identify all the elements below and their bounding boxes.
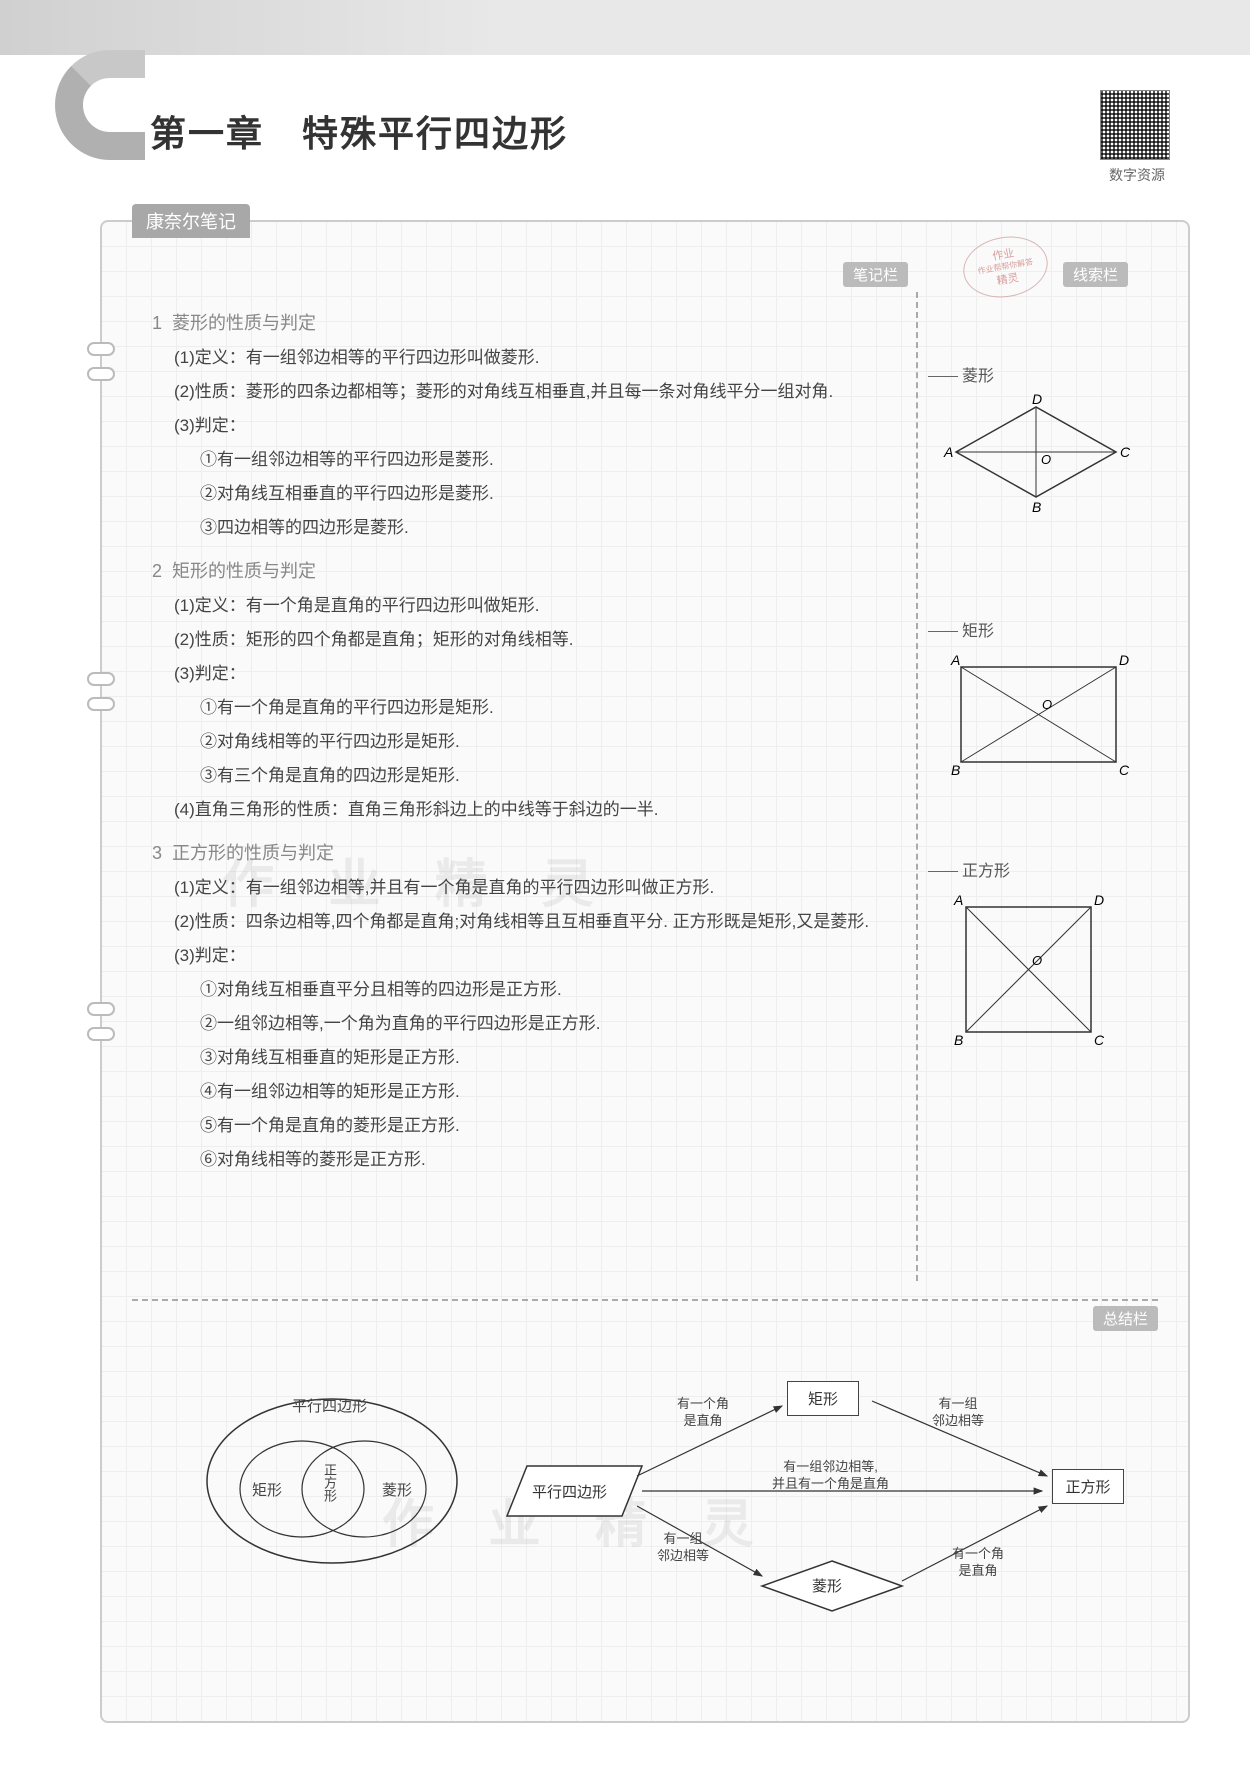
- note-line: (1)定义：有一组邻边相等的平行四边形叫做菱形.: [152, 341, 898, 375]
- note-line: ②对角线相等的平行四边形是矩形.: [152, 725, 898, 759]
- edge-label: 有一组 邻边相等: [657, 1531, 709, 1565]
- note-line: ③对角线互相垂直的矩形是正方形.: [152, 1041, 898, 1075]
- svg-text:O: O: [1032, 953, 1042, 968]
- chapter-title: 第一章 特殊平行四边形: [150, 105, 568, 157]
- venn-right-label: 菱形: [382, 1479, 412, 1500]
- svg-text:D: D: [1119, 652, 1129, 668]
- note-line: ④有一组邻边相等的矩形是正方形.: [152, 1075, 898, 1109]
- note-line: (1)定义：有一个角是直角的平行四边形叫做矩形.: [152, 589, 898, 623]
- edge-label: 有一个角 是直角: [952, 1546, 1004, 1580]
- svg-text:C: C: [1094, 1032, 1105, 1047]
- summary-tab: 总结栏: [1093, 1306, 1158, 1331]
- svg-text:B: B: [954, 1032, 963, 1047]
- svg-text:D: D: [1094, 892, 1104, 908]
- edge-label: 有一组邻边相等, 并且有一个角是直角: [772, 1459, 889, 1493]
- square-svg: A D B C O: [936, 887, 1116, 1047]
- notes-tab: 笔记栏: [843, 262, 908, 287]
- svg-text:A: A: [953, 892, 963, 908]
- clue-rhombus: 菱形 A C D B O: [928, 362, 1136, 537]
- note-line: ③四边相等的四边形是菱形.: [152, 511, 898, 545]
- svg-text:A: A: [943, 444, 953, 460]
- note-line: ①有一组邻边相等的平行四边形是菱形.: [152, 443, 898, 477]
- page: 第一章 特殊平行四边形 数字资源 康奈尔笔记 笔记栏 线索栏 总结栏 作业 作业…: [0, 0, 1250, 1773]
- header-bg: [0, 0, 1250, 55]
- note-line: (3)判定：: [152, 939, 898, 973]
- rhombus-diagram: A C D B O: [936, 392, 1136, 517]
- qr-code: [1100, 90, 1170, 160]
- note-line: ⑥对角线相等的菱形是正方形.: [152, 1143, 898, 1177]
- flow-rect: 矩形: [787, 1381, 859, 1416]
- divider-vertical: [916, 292, 918, 1281]
- clue-label: 矩形: [962, 623, 994, 640]
- note-line: ③有三个角是直角的四边形是矩形.: [152, 759, 898, 793]
- svg-text:O: O: [1041, 452, 1051, 467]
- flow-rhom: 菱形: [812, 1575, 842, 1596]
- svg-text:B: B: [951, 762, 960, 777]
- svg-text:C: C: [1120, 444, 1131, 460]
- section-heading: 2矩形的性质与判定: [152, 553, 898, 589]
- binder-hole: [87, 342, 115, 356]
- rect-diagram: A D B C O: [936, 647, 1136, 782]
- venn-center-label: 正方形: [320, 1463, 339, 1502]
- qr-label: 数字资源: [1109, 165, 1165, 185]
- svg-text:O: O: [1042, 697, 1052, 712]
- svg-text:D: D: [1032, 392, 1042, 407]
- clue-label: 正方形: [962, 863, 1010, 880]
- binder-hole: [87, 367, 115, 381]
- note-line: ①对角线互相垂直平分且相等的四边形是正方形.: [152, 973, 898, 1007]
- summary-area: 平行四边形 矩形 菱形 正方形: [142, 1331, 1148, 1661]
- clue-label: 菱形: [962, 368, 994, 385]
- note-line: (3)判定：: [152, 409, 898, 443]
- note-line: (3)判定：: [152, 657, 898, 691]
- note-line: (2)性质：四条边相等,四个角都是直角;对角线相等且互相垂直平分. 正方形既是矩…: [152, 905, 898, 939]
- divider-horizontal: [132, 1299, 1158, 1301]
- rect-svg: A D B C O: [936, 647, 1136, 777]
- square-diagram: A D B C O: [936, 887, 1116, 1052]
- clue-tick: [928, 871, 958, 872]
- svg-text:C: C: [1119, 762, 1130, 777]
- header-arc: [55, 50, 145, 160]
- clue-square: 正方形 A D B C O: [928, 857, 1116, 1072]
- note-line: ②对角线互相垂直的平行四边形是菱形.: [152, 477, 898, 511]
- notebook-panel: 康奈尔笔记 笔记栏 线索栏 总结栏 作业 作业帮帮你解答 精灵 作 业 精 灵 …: [100, 220, 1190, 1723]
- notes-content: 1菱形的性质与判定(1)定义：有一组邻边相等的平行四边形叫做菱形.(2)性质：菱…: [152, 297, 898, 1177]
- note-line: ①有一个角是直角的平行四边形是矩形.: [152, 691, 898, 725]
- edge-label: 有一个角 是直角: [677, 1396, 729, 1430]
- rhombus-svg: A C D B O: [936, 392, 1136, 512]
- flow-para: 平行四边形: [532, 1481, 607, 1502]
- clues-tab: 线索栏: [1063, 262, 1128, 287]
- flow-square: 正方形: [1052, 1469, 1124, 1504]
- clue-tick: [928, 631, 958, 632]
- binder-hole: [87, 672, 115, 686]
- note-line: (1)定义：有一组邻边相等,并且有一个角是直角的平行四边形叫做正方形.: [152, 871, 898, 905]
- svg-text:A: A: [950, 652, 960, 668]
- clue-tick: [928, 376, 958, 377]
- svg-text:B: B: [1032, 499, 1041, 512]
- venn-outer-label: 平行四边形: [292, 1395, 367, 1416]
- binder-hole: [87, 1002, 115, 1016]
- note-line: ②一组邻边相等,一个角为直角的平行四边形是正方形.: [152, 1007, 898, 1041]
- note-line: (4)直角三角形的性质：直角三角形斜边上的中线等于斜边的一半.: [152, 793, 898, 827]
- note-line: (2)性质：矩形的四个角都是直角；矩形的对角线相等.: [152, 623, 898, 657]
- clue-rectangle: 矩形 A D B C O: [928, 617, 1136, 802]
- stamp: 作业 作业帮帮你解答 精灵: [958, 230, 1052, 304]
- edge-label: 有一组 邻边相等: [932, 1396, 984, 1430]
- binder-hole: [87, 697, 115, 711]
- venn-diagram: 平行四边形 矩形 菱形 正方形: [202, 1381, 462, 1576]
- venn-left-label: 矩形: [252, 1479, 282, 1500]
- section-heading: 3正方形的性质与判定: [152, 835, 898, 871]
- section-heading: 1菱形的性质与判定: [152, 305, 898, 341]
- note-line: ⑤有一个角是直角的菱形是正方形.: [152, 1109, 898, 1143]
- cornell-tab: 康奈尔笔记: [132, 204, 250, 238]
- binder-hole: [87, 1027, 115, 1041]
- note-line: (2)性质：菱形的四条边都相等；菱形的对角线互相垂直,并且每一条对角线平分一组对…: [152, 375, 898, 409]
- flowchart: 矩形 正方形 平行四边形 菱形 有一个角 是直角 有一组 邻边相等 有一组邻边相…: [502, 1351, 1148, 1631]
